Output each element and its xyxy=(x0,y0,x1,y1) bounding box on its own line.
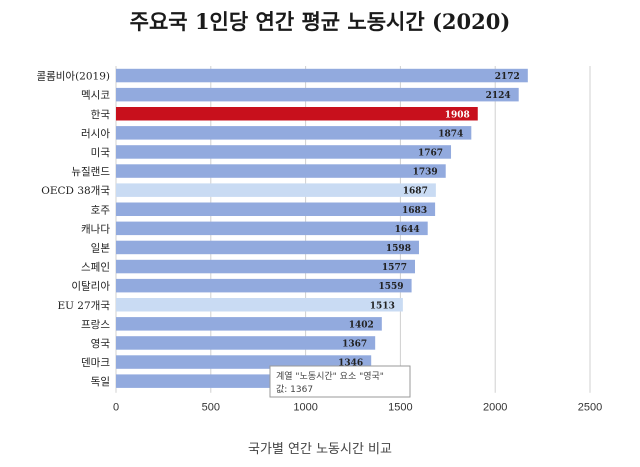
category-label: 멕시코 xyxy=(81,90,110,102)
bar[interactable] xyxy=(116,278,412,293)
data-label: 1598 xyxy=(386,244,411,254)
category-label: 호주 xyxy=(91,204,111,216)
data-label: 1644 xyxy=(395,225,420,235)
bar[interactable] xyxy=(116,126,472,140)
x-tick-label: 2000 xyxy=(483,402,507,414)
category-label: 스페인 xyxy=(81,262,110,274)
tooltip-line-1: 계열 "노동시간" 요소 "영국" xyxy=(276,370,384,382)
bars xyxy=(116,68,528,388)
category-label: 덴마크 xyxy=(81,357,110,369)
data-label: 1346 xyxy=(338,359,363,369)
data-label: 1908 xyxy=(445,110,470,120)
x-tick-label: 500 xyxy=(202,402,220,414)
bar[interactable] xyxy=(116,298,403,312)
value-labels: 2172 2124 1908 1874 1767 1739 1687 1683 1644 1598… xyxy=(338,72,520,369)
tooltip: 계열 "노동시간" 요소 "영국" 값: 1367 xyxy=(269,365,411,398)
bar[interactable] xyxy=(116,221,428,236)
tooltip-box xyxy=(269,365,411,398)
data-label: 1683 xyxy=(402,206,427,216)
bar[interactable] xyxy=(116,355,372,369)
bar[interactable] xyxy=(116,145,452,159)
x-tick-labels: 0 500 1000 1500 2000 2500 xyxy=(113,402,602,414)
data-label: 1367 xyxy=(342,339,367,349)
data-label: 1687 xyxy=(403,187,428,197)
category-label: OECD 38개국 xyxy=(41,185,110,197)
data-label: 2172 xyxy=(495,72,520,82)
bar[interactable] xyxy=(116,259,415,274)
category-label: 영국 xyxy=(91,338,111,350)
data-label: 1513 xyxy=(370,301,395,311)
data-label: 2124 xyxy=(486,91,511,101)
tooltip-line-2: 값: 1367 xyxy=(276,383,313,395)
category-label: 콜롬비아(2019) xyxy=(36,71,110,83)
bar[interactable] xyxy=(116,336,376,350)
data-label: 1739 xyxy=(413,168,438,178)
bar[interactable] xyxy=(116,68,528,83)
data-label: 1767 xyxy=(418,148,443,158)
data-label: 1577 xyxy=(382,263,407,273)
bar[interactable] xyxy=(116,317,382,331)
data-label: 1874 xyxy=(438,129,463,139)
x-tick-label: 1500 xyxy=(388,402,412,414)
category-label: 한국 xyxy=(91,109,111,121)
category-label: 미국 xyxy=(91,147,111,159)
chart-title: 주요국 1인당 연간 평균 노동시간 (2020) xyxy=(129,9,511,34)
category-label: 독일 xyxy=(91,375,110,388)
category-label: EU 27개국 xyxy=(57,300,110,312)
category-label: 러시아 xyxy=(81,128,110,140)
x-tick-label: 0 xyxy=(113,402,119,414)
bar[interactable] xyxy=(116,87,519,102)
category-label: 프랑스 xyxy=(81,319,110,331)
category-label: 캐나다 xyxy=(81,223,110,235)
category-label: 일본 xyxy=(91,241,111,254)
bar[interactable] xyxy=(116,107,478,121)
bar[interactable] xyxy=(116,164,446,178)
data-label: 1559 xyxy=(379,282,404,292)
x-tick-label: 1000 xyxy=(293,402,317,414)
bar[interactable] xyxy=(116,240,419,255)
category-label: 뉴질랜드 xyxy=(71,166,110,178)
data-label: 1402 xyxy=(349,320,374,330)
bar[interactable] xyxy=(116,202,436,217)
x-tick-label: 2500 xyxy=(578,402,602,414)
category-label: 이탈리아 xyxy=(71,280,110,293)
chart-caption: 국가별 연간 노동시간 비교 xyxy=(248,442,392,457)
bar[interactable] xyxy=(116,183,436,197)
